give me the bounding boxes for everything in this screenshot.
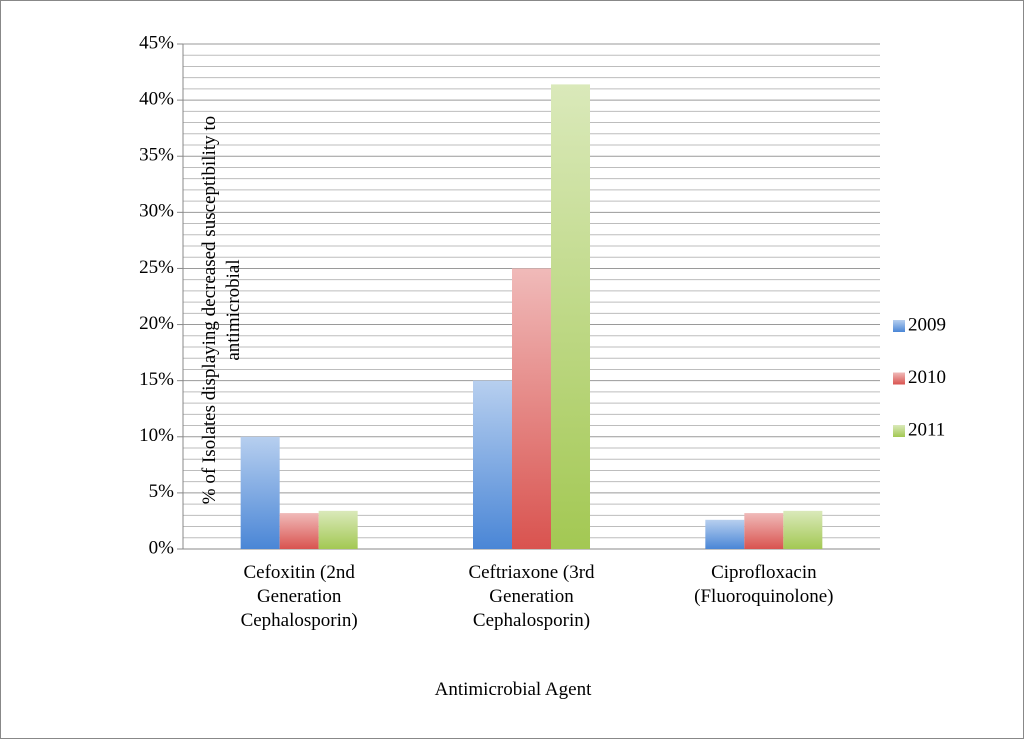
y-tick-label: 0% (149, 537, 175, 558)
x-tick-label: Cefoxitin (2nd Generation Cephalosporin) (240, 562, 358, 631)
legend-label: 2011 (908, 419, 945, 440)
y-tick-label: 15% (139, 369, 174, 390)
x-axis-title: Antimicrobial Agent (434, 679, 592, 700)
y-tick-label: 10% (139, 425, 174, 446)
legend-label: 2009 (908, 314, 946, 335)
y-tick-label: 45% (139, 32, 174, 53)
y-tick-label: 35% (139, 145, 174, 166)
bar (473, 380, 512, 549)
y-tick-label: 20% (139, 313, 174, 334)
y-axis-title: % of Isolates displaying decreased susce… (199, 115, 244, 505)
y-tick-label: 5% (149, 481, 175, 502)
y-tick-label: 40% (139, 88, 174, 109)
bar (512, 268, 551, 549)
y-tick-label: 25% (139, 257, 174, 278)
x-tick-label: Ciprofloxacin (Fluoroquinolone) (694, 562, 834, 607)
legend-label: 2010 (908, 367, 946, 388)
legend-swatch (893, 425, 905, 437)
legend-swatch (893, 320, 905, 332)
bar (744, 513, 784, 549)
y-tick-label: 30% (139, 201, 174, 222)
bar (705, 519, 745, 549)
bar (551, 84, 590, 550)
x-tick-label: Ceftriaxone (3rd Generation Cephalospori… (468, 562, 595, 631)
legend-swatch (893, 372, 905, 385)
bar (240, 436, 280, 549)
bar (279, 513, 319, 549)
bar (783, 510, 823, 549)
bar (318, 510, 358, 549)
